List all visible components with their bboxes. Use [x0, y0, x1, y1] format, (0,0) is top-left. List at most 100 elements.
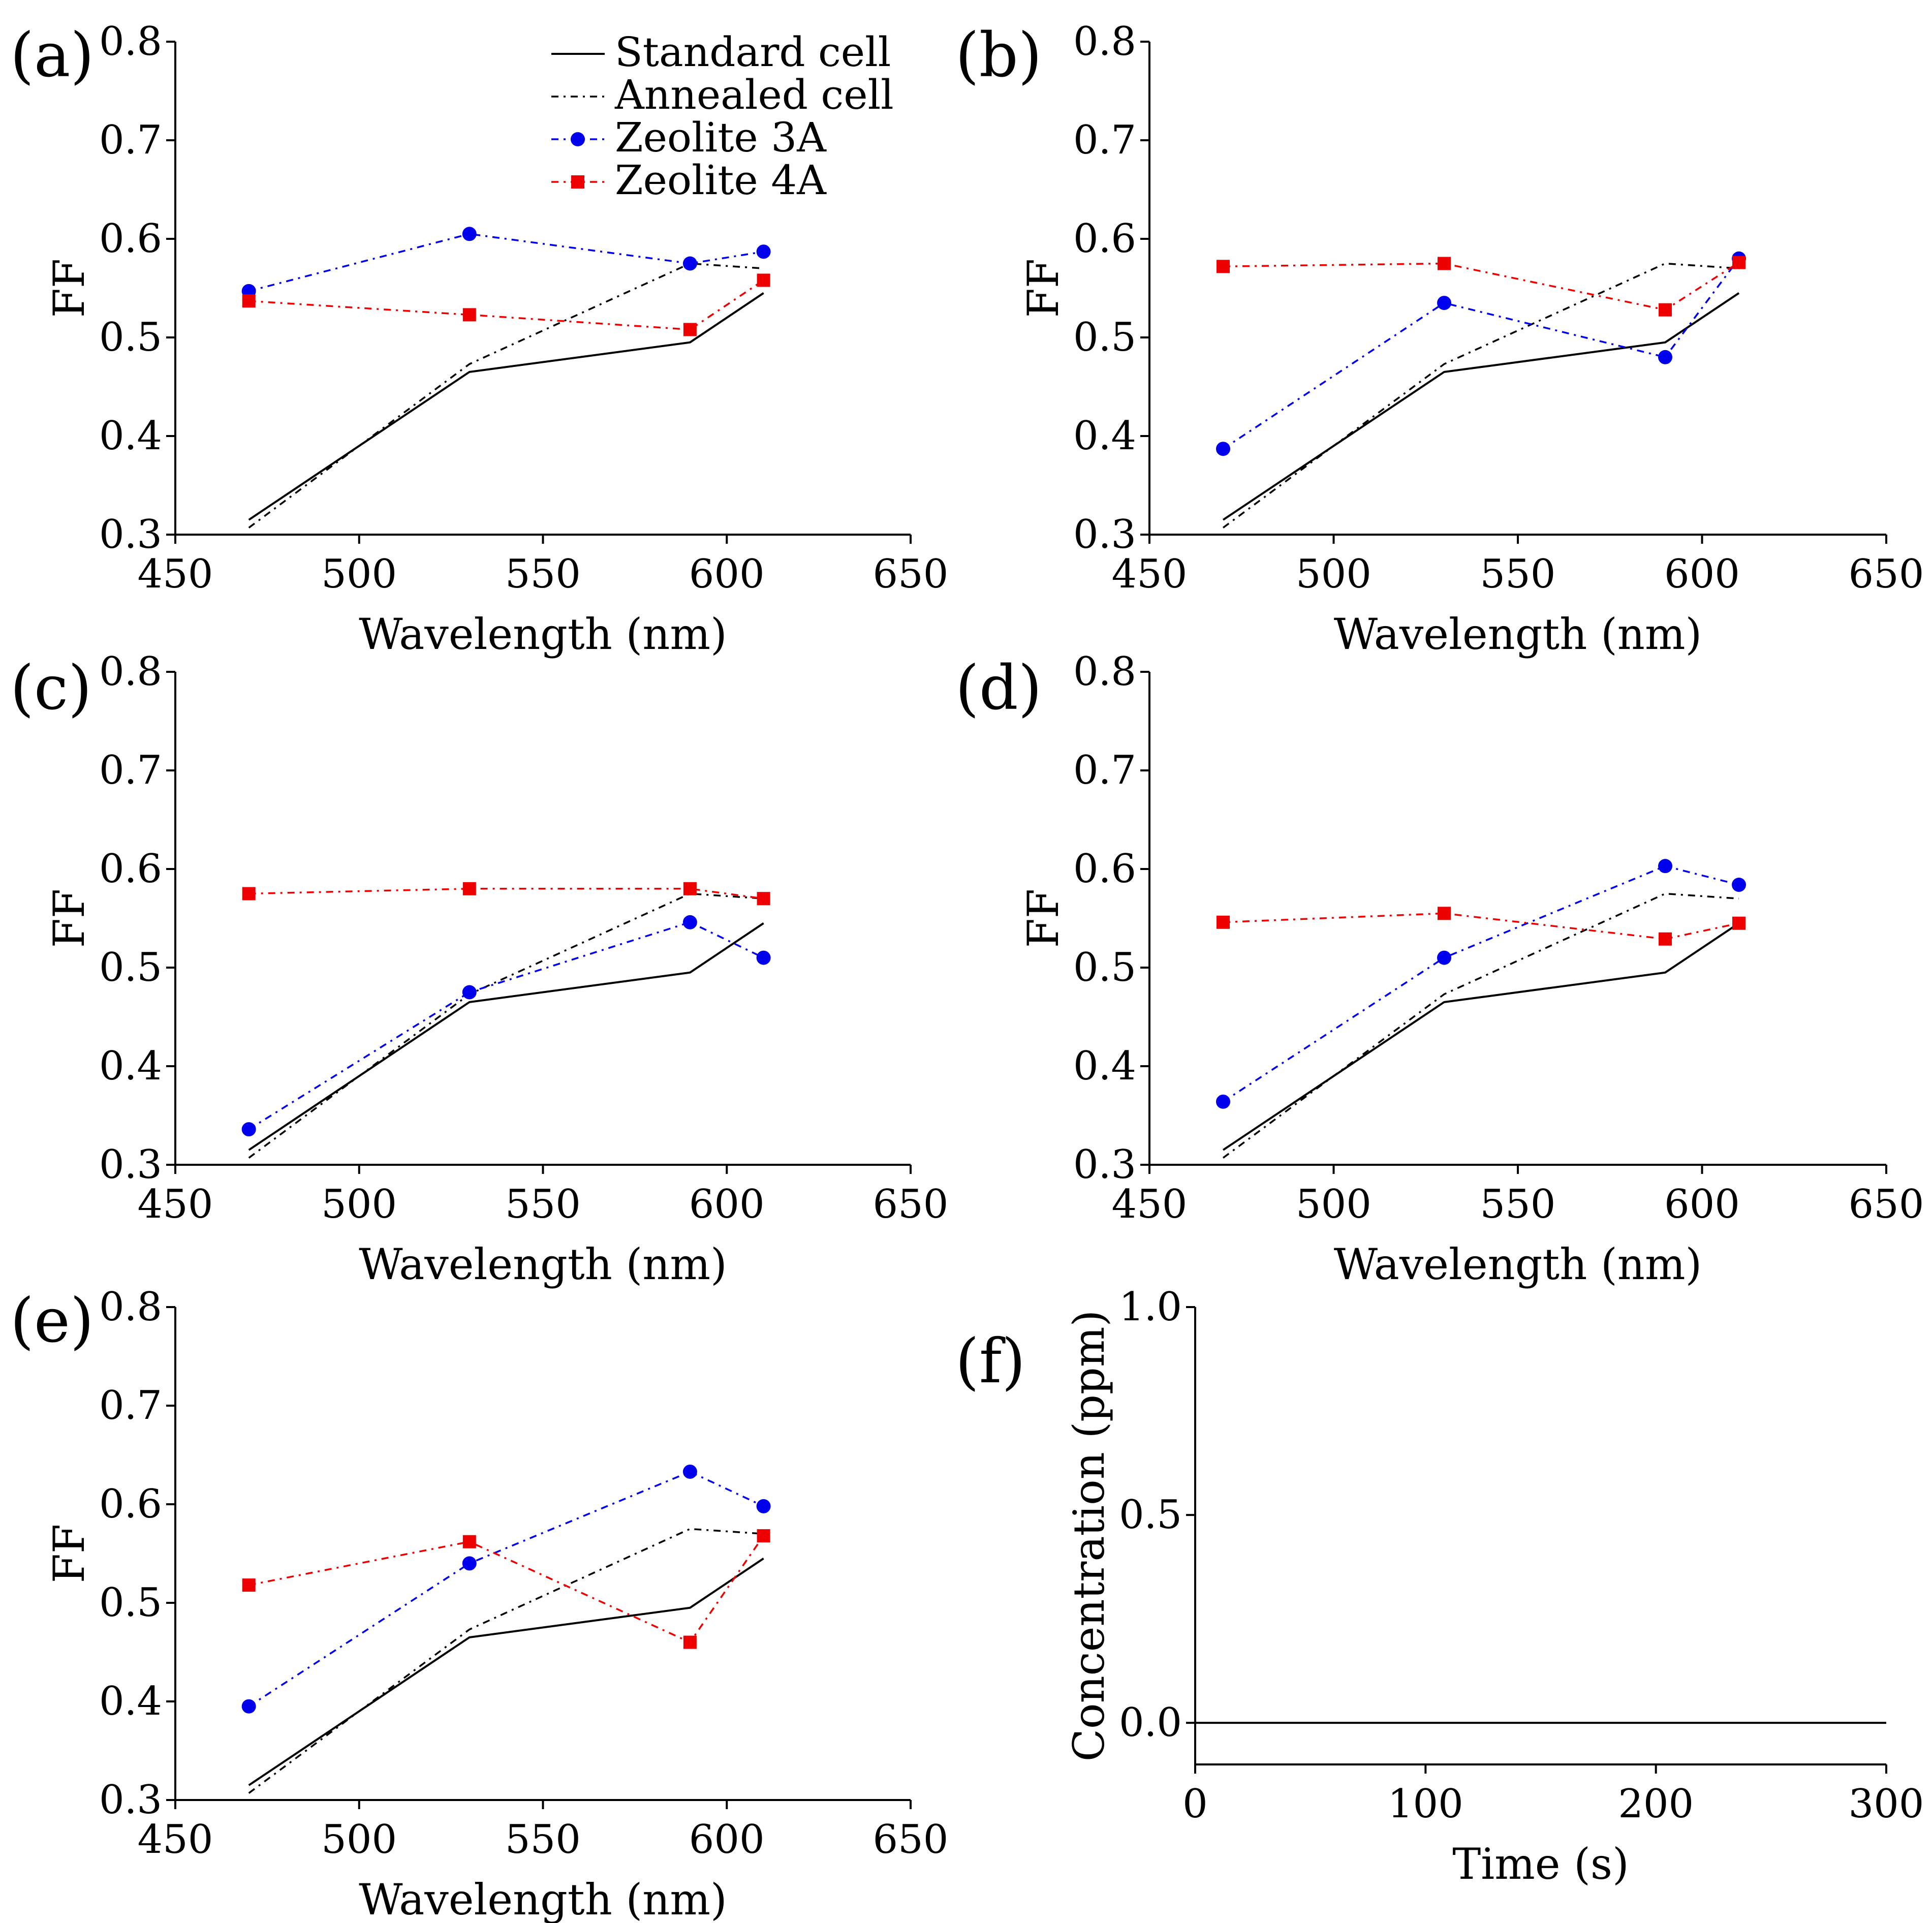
y-tick-label: 0.8 [99, 19, 162, 65]
point-zeolite-4a [462, 882, 476, 895]
x-tick-label: 300 [1849, 1781, 1924, 1827]
point-zeolite-3a [1437, 950, 1451, 965]
series-line-zeolite-3a [248, 1471, 764, 1708]
x-tick-label: 550 [505, 1817, 581, 1863]
series-line-zeolite-3a [1223, 258, 1740, 450]
series-line-zeolite-3a [1223, 865, 1739, 1103]
y-axis-title: FF [44, 889, 94, 948]
point-zeolite-3a [241, 1699, 256, 1714]
y-tick-label: 0.6 [1073, 216, 1136, 262]
point-zeolite-3a [682, 256, 697, 271]
y-tick-label: 0.5 [1073, 315, 1136, 360]
point-zeolite-4a [1659, 932, 1672, 946]
point-zeolite-3a [1732, 878, 1746, 892]
x-tick-label: 600 [1664, 1182, 1740, 1227]
point-zeolite-4a [1438, 907, 1451, 920]
panel-label: (a) [10, 20, 94, 91]
y-axis-title: Concentration (ppm) [1064, 1310, 1114, 1762]
panel-label: (b) [955, 20, 1042, 91]
x-axis-title: Wavelength (nm) [359, 609, 727, 659]
legend-label-annealed-cell: Annealed cell [614, 71, 894, 118]
point-zeolite-3a [1437, 296, 1451, 311]
panel-label: (d) [955, 653, 1042, 724]
y-tick-label: 0.7 [99, 1383, 162, 1429]
y-tick-label: 0.5 [99, 1580, 162, 1626]
x-tick-label: 650 [873, 551, 949, 597]
series-line-zeolite-4a [1223, 912, 1739, 940]
x-axis-title: Wavelength (nm) [1334, 609, 1702, 659]
legend-label-zeolite-3a: Zeolite 3A [615, 114, 827, 161]
x-axis-title: Wavelength (nm) [1334, 1239, 1702, 1289]
y-tick-label: 0.7 [1073, 748, 1136, 793]
y-tick-label: 0.8 [99, 649, 162, 695]
legend-label-standard-cell: Standard cell [615, 28, 891, 76]
x-tick-label: 550 [1480, 551, 1556, 597]
legend-label-zeolite-4a: Zeolite 4A [615, 157, 827, 204]
y-tick-label: 0.6 [99, 1481, 162, 1527]
point-zeolite-4a [462, 1535, 476, 1548]
point-zeolite-3a [1216, 442, 1230, 456]
x-tick-label: 650 [873, 1182, 949, 1227]
series-line-standard-cell [1222, 292, 1740, 521]
point-zeolite-3a [1216, 1094, 1230, 1109]
x-tick-label: 450 [1112, 1182, 1188, 1227]
y-tick-label: 0.4 [1073, 1043, 1136, 1089]
x-tick-label: 450 [1112, 551, 1188, 597]
point-zeolite-4a [757, 273, 770, 287]
series-line-annealed-cell [248, 1528, 764, 1794]
series-line-zeolite-4a [248, 1535, 765, 1643]
x-tick-label: 550 [505, 1182, 581, 1227]
x-tick-label: 600 [689, 551, 765, 597]
y-tick-label: 0.3 [1073, 512, 1136, 557]
x-tick-label: 500 [321, 1182, 397, 1227]
y-axis-title: FF [44, 1524, 94, 1584]
panel-a: 0.3 0.4 0.5 0.6 0.7 0.8 450 500 550 600 650 Wavelen… [10, 19, 948, 659]
panel-b: 0.3 0.4 0.5 0.6 0.7 0.8 450 500 550 600 650 Wavelen… [955, 19, 1924, 659]
y-tick-label: 0.0 [1119, 1700, 1182, 1746]
point-zeolite-3a [1658, 859, 1672, 874]
point-zeolite-4a [462, 308, 476, 322]
point-zeolite-4a [1659, 303, 1672, 317]
series-line-standard-cell [1222, 922, 1740, 1151]
panel-f: 0.0 0.5 1.0 0 100 200 300 Time (s) Concentration… [955, 1284, 1924, 1889]
point-zeolite-4a [757, 1529, 770, 1543]
point-zeolite-3a [241, 1122, 256, 1137]
y-tick-label: 0.5 [99, 315, 162, 360]
x-tick-label: 100 [1388, 1781, 1463, 1827]
y-tick-label: 0.8 [99, 1284, 162, 1330]
series-line-zeolite-4a [1223, 262, 1739, 311]
y-tick-label: 0.3 [99, 1777, 162, 1823]
point-zeolite-4a [1217, 260, 1230, 273]
point-zeolite-4a [242, 1578, 256, 1592]
point-zeolite-4a [242, 294, 256, 308]
point-zeolite-4a [757, 892, 770, 906]
y-tick-label: 0.6 [99, 216, 162, 262]
y-tick-label: 0.7 [99, 748, 162, 793]
x-axis-title: Wavelength (nm) [359, 1875, 727, 1923]
series-line-zeolite-3a [248, 233, 764, 292]
panel-label: (e) [10, 1286, 94, 1356]
point-zeolite-3a [756, 1499, 771, 1513]
y-tick-label: 0.4 [1073, 413, 1136, 459]
legend-marker-zeolite-4a [571, 175, 584, 189]
y-tick-label: 0.6 [99, 846, 162, 892]
x-tick-label: 500 [1296, 1182, 1372, 1227]
point-zeolite-3a [462, 227, 477, 241]
x-tick-label: 650 [1849, 1182, 1924, 1227]
y-tick-label: 0.4 [99, 413, 162, 459]
x-tick-label: 500 [1296, 551, 1372, 597]
y-tick-label: 1.0 [1119, 1284, 1182, 1330]
y-tick-label: 0.5 [1119, 1492, 1182, 1538]
y-tick-label: 0.7 [99, 117, 162, 163]
point-zeolite-4a [683, 1635, 697, 1649]
y-tick-label: 0.8 [1073, 649, 1136, 695]
series-line-zeolite-4a [248, 888, 764, 900]
panel-c: 0.3 0.4 0.5 0.6 0.7 0.8 450 500 550 600 650 Wavelen… [10, 649, 948, 1289]
x-tick-label: 450 [138, 551, 213, 597]
series-line-zeolite-4a [248, 280, 764, 331]
x-tick-label: 200 [1618, 1781, 1694, 1827]
panel-label: (f) [955, 1326, 1025, 1397]
point-zeolite-4a [242, 887, 256, 901]
y-tick-label: 0.4 [99, 1043, 162, 1089]
